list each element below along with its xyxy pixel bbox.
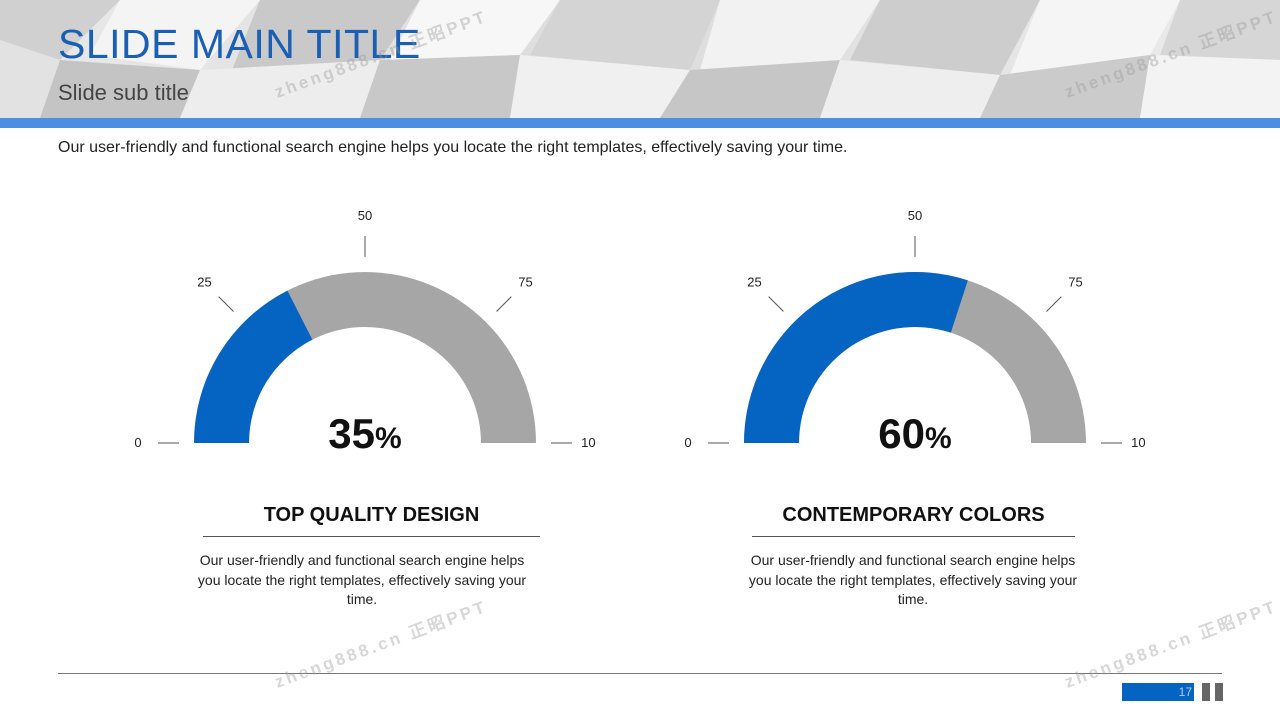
gauge-chart-colors: 0 25 50 75 100 60% [685,208,1145,457]
slide-subtitle: Slide sub title [58,80,189,105]
gauge-ticks: 0 25 50 75 100 [685,208,1145,450]
gauge-tick-label: 100 [581,435,595,450]
pause-icon-bar-left [1202,683,1210,701]
gauge-tick-label: 75 [1068,274,1082,289]
feature-title-colors: CONTEMPORARY COLORS [782,504,1045,526]
slide-title: SLIDE MAIN TITLE [58,21,421,67]
gauge-tick-label: 100 [1131,435,1145,450]
gauge-chart-quality: 0 25 50 75 100 35% [135,208,595,457]
gauge-percentage-sign: % [925,422,952,455]
gauge-ticks: 0 25 50 75 100 [135,208,595,450]
gauge-tick-mark [218,296,234,312]
gauge-tick-mark [496,296,512,312]
gauge-tick-label: 25 [197,274,211,289]
footer-rule [58,673,1222,674]
gauge-percentage: 60% [878,410,951,457]
header-background [0,0,1280,118]
watermark: zheng888.cn 正昭PPT [1062,597,1280,692]
gauge-tick-label: 50 [358,208,372,223]
header-accent-bar [0,118,1280,128]
gauge-tick-label: 50 [908,208,922,223]
gauge-tick-label: 0 [685,435,692,450]
intro-text: Our user-friendly and functional search … [58,139,848,156]
gauge-percentage: 35% [328,410,401,457]
gauge-percentage-sign: % [375,422,402,455]
feature-description-colors: Our user-friendly and functional search … [748,552,1078,607]
gauge-tick-mark [768,296,784,312]
gauge-tick-label: 75 [518,274,532,289]
gauge-tick-label: 0 [135,435,142,450]
feature-description-quality: Our user-friendly and functional search … [197,552,527,607]
feature-divider [752,536,1075,537]
header-pattern [0,0,1280,118]
gauge-value-arc [744,271,968,443]
feature-divider [203,536,540,537]
page-number: 17 [1122,683,1194,701]
feature-title-quality: TOP QUALITY DESIGN [263,504,480,526]
gauge-value-arc [194,290,313,443]
gauge-percentage-number: 35 [328,410,375,457]
gauge-tick-mark [1046,296,1062,312]
gauge-tick-label: 25 [747,274,761,289]
pause-icon-bar-right [1215,683,1223,701]
gauge-percentage-number: 60 [878,410,925,457]
